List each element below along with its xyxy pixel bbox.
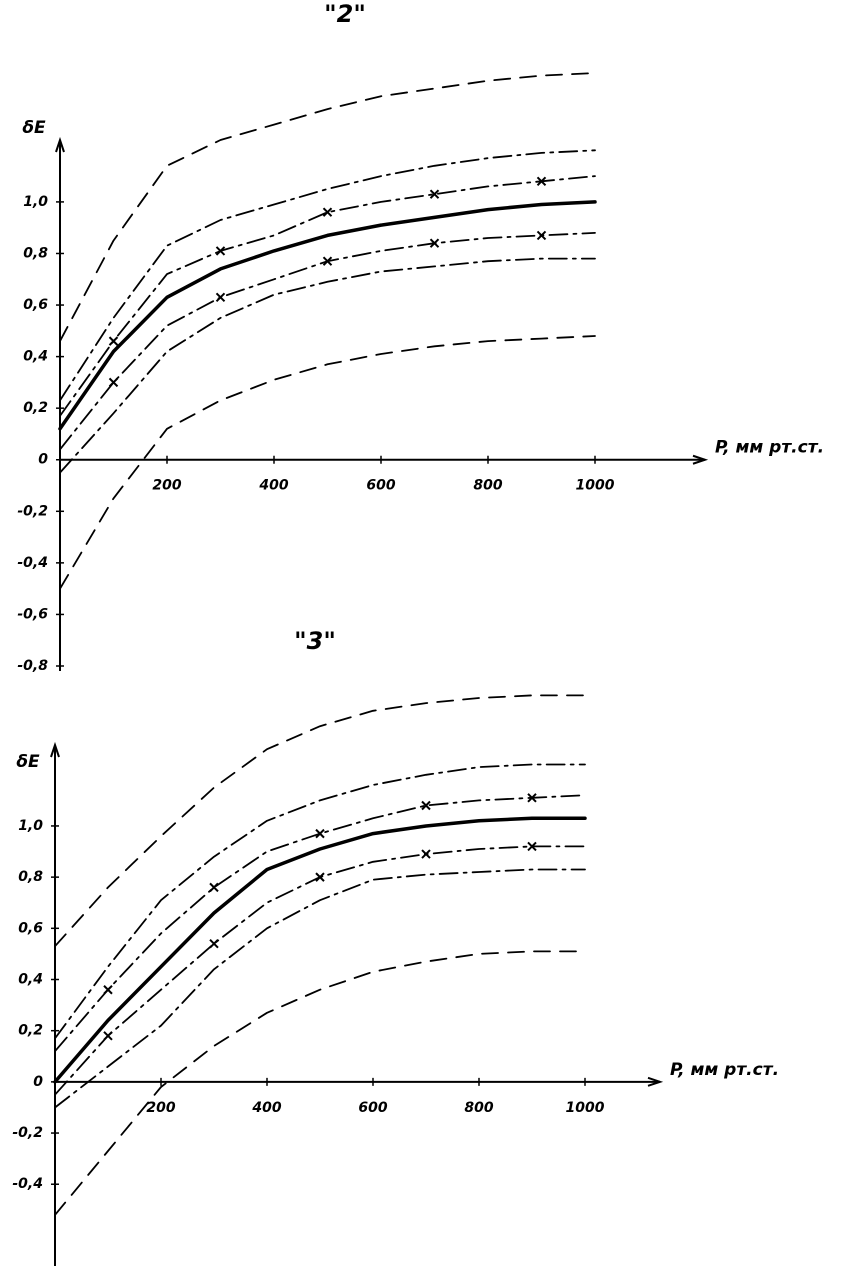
x-axis-arrow <box>692 454 709 465</box>
cross-marker <box>209 882 219 893</box>
cross-marker <box>315 872 325 882</box>
y-tick-label: -0,2 <box>17 503 48 519</box>
y-tick-label: 1,0 <box>23 194 48 210</box>
y-tick-label: 0,2 <box>23 400 48 416</box>
y-tick-label: 0,8 <box>18 869 43 885</box>
x-tick-label: 800 <box>464 1100 493 1116</box>
cross-marker <box>536 176 547 186</box>
x-tick-label: 800 <box>473 478 502 494</box>
y-tick-label: 0 <box>33 1074 43 1090</box>
chart-title: "3" <box>294 627 336 655</box>
series-line <box>54 868 586 1109</box>
cross-marker <box>527 793 537 803</box>
cross-marker <box>315 828 325 839</box>
cross-marker <box>108 377 119 388</box>
series-line <box>54 845 586 1096</box>
series-line <box>54 763 586 1040</box>
x-tick-label: 1000 <box>576 478 615 494</box>
y-tick-label: 0,6 <box>18 920 43 936</box>
x-tick-label: 400 <box>251 1100 281 1116</box>
x-tick-label: 200 <box>152 478 181 494</box>
y-tick-label: 0,4 <box>23 349 48 365</box>
y-tick-label: -0,4 <box>17 555 48 571</box>
series-line <box>59 175 596 417</box>
y-tick-label: 0 <box>38 452 48 468</box>
y-axis-arrow <box>55 136 65 153</box>
x-tick-label: 200 <box>146 1100 175 1116</box>
cross-marker <box>322 256 333 266</box>
cross-marker <box>103 985 113 995</box>
cross-marker <box>215 292 226 303</box>
y-tick-label: -0,2 <box>12 1125 43 1141</box>
cross-marker <box>108 336 119 346</box>
cross-marker <box>103 1031 113 1041</box>
x-axis-label: P, мм рт.ст. <box>715 438 824 458</box>
cross-marker <box>209 938 219 949</box>
series-line <box>53 816 587 1084</box>
x-tick-label: 1000 <box>566 1100 605 1116</box>
cross-marker <box>421 800 431 811</box>
series-line <box>54 694 586 948</box>
y-tick-label: -0,6 <box>17 606 48 622</box>
series-line <box>59 257 596 474</box>
series-line <box>58 200 597 431</box>
cross-marker <box>421 849 431 859</box>
x-tick-label: 400 <box>258 478 288 494</box>
y-tick-label: 0,2 <box>18 1023 43 1039</box>
cross-marker <box>429 238 440 248</box>
chart-title: "2" <box>324 0 366 28</box>
x-tick-label: 600 <box>366 478 395 494</box>
y-tick-label: 0,8 <box>23 245 48 261</box>
series-line <box>59 335 596 590</box>
cross-marker <box>215 246 226 256</box>
y-tick-label: -0,8 <box>17 658 48 674</box>
y-tick-label: 0,4 <box>18 972 43 988</box>
y-axis-label: δE <box>16 752 40 772</box>
y-axis-label: δE <box>22 118 46 138</box>
cross-marker <box>429 189 440 199</box>
y-tick-label: 0,6 <box>23 297 48 313</box>
x-axis-label: P, мм рт.ст. <box>670 1060 779 1080</box>
series-line <box>59 149 596 402</box>
cross-marker <box>322 207 333 217</box>
y-tick-label: -0,4 <box>12 1176 43 1192</box>
x-axis-arrow <box>647 1076 664 1087</box>
cross-marker <box>527 841 537 852</box>
x-tick-label: 600 <box>358 1100 387 1116</box>
cross-marker <box>536 230 547 241</box>
series-line <box>59 232 596 451</box>
y-axis-arrow <box>50 741 60 758</box>
y-tick-label: 1,0 <box>18 818 43 834</box>
series-line <box>54 950 586 1216</box>
series-line <box>59 72 596 342</box>
